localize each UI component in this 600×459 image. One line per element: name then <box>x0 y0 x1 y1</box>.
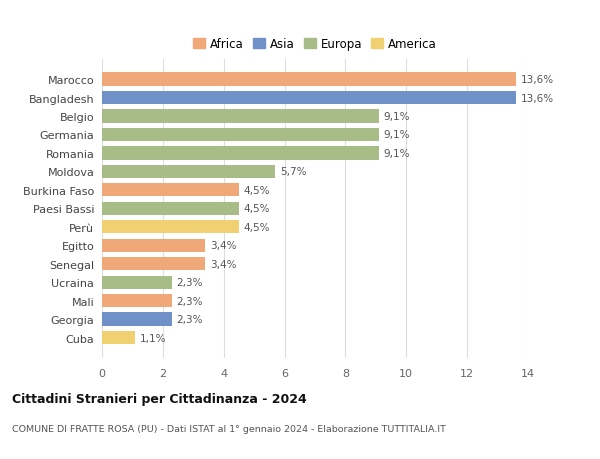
Bar <box>102 239 205 252</box>
Text: Cittadini Stranieri per Cittadinanza - 2024: Cittadini Stranieri per Cittadinanza - 2… <box>12 392 307 405</box>
Text: 2,3%: 2,3% <box>176 314 203 325</box>
Bar <box>102 331 136 344</box>
Text: 5,7%: 5,7% <box>280 167 307 177</box>
Text: 3,4%: 3,4% <box>210 259 236 269</box>
Bar <box>102 129 379 142</box>
Bar <box>102 92 516 105</box>
Text: 2,3%: 2,3% <box>176 296 203 306</box>
Text: 13,6%: 13,6% <box>520 93 554 103</box>
Bar <box>102 221 239 234</box>
Text: 2,3%: 2,3% <box>176 278 203 287</box>
Text: 4,5%: 4,5% <box>244 204 270 214</box>
Text: COMUNE DI FRATTE ROSA (PU) - Dati ISTAT al 1° gennaio 2024 - Elaborazione TUTTIT: COMUNE DI FRATTE ROSA (PU) - Dati ISTAT … <box>12 425 446 434</box>
Bar <box>102 276 172 289</box>
Bar <box>102 257 205 271</box>
Text: 3,4%: 3,4% <box>210 241 236 251</box>
Text: 9,1%: 9,1% <box>383 130 410 140</box>
Bar <box>102 110 379 123</box>
Bar <box>102 184 239 197</box>
Bar <box>102 202 239 215</box>
Legend: Africa, Asia, Europa, America: Africa, Asia, Europa, America <box>191 36 439 53</box>
Text: 1,1%: 1,1% <box>140 333 167 343</box>
Bar <box>102 294 172 308</box>
Bar <box>102 313 172 326</box>
Text: 4,5%: 4,5% <box>244 185 270 196</box>
Bar <box>102 147 379 160</box>
Text: 4,5%: 4,5% <box>244 222 270 232</box>
Text: 9,1%: 9,1% <box>383 112 410 122</box>
Text: 13,6%: 13,6% <box>520 75 554 85</box>
Bar <box>102 73 516 86</box>
Bar <box>102 165 275 179</box>
Text: 9,1%: 9,1% <box>383 149 410 158</box>
